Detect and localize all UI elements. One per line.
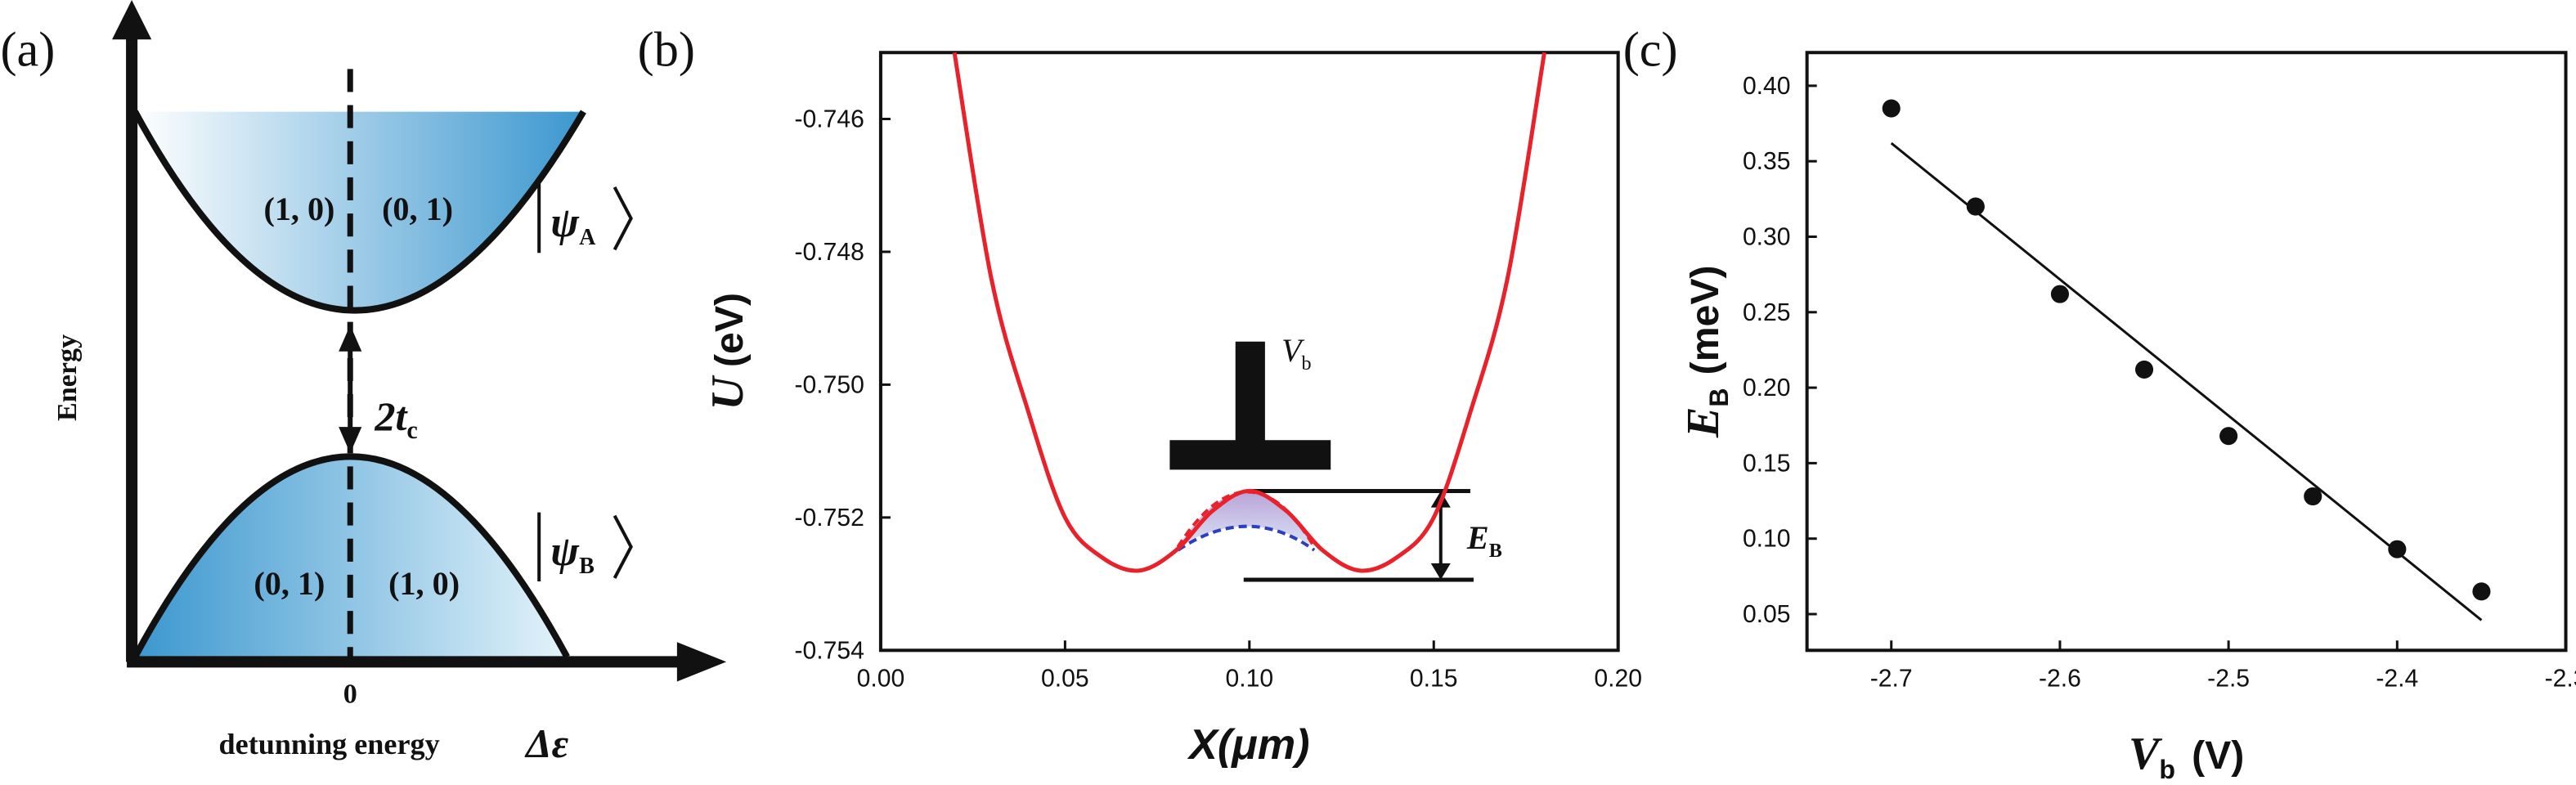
x-tick-label: 0.05 [1041,665,1089,692]
y-label-unit: (eV) [707,293,752,367]
point [2304,487,2322,506]
gate-bar [1169,440,1331,470]
state-label: (1, 0) [388,565,460,602]
state-label: (0, 1) [254,565,325,602]
y-label-sub: B [1704,388,1734,406]
ket-brackets [537,512,633,581]
x-tick-label: 0.00 [857,665,905,692]
point [2388,540,2407,558]
panel-label: (c) [1623,22,1678,77]
ket-brackets [537,183,633,253]
fit-line [1890,141,2483,621]
y-arrow [112,0,152,40]
point [2134,360,2154,379]
gap-label-main: 2t [374,393,408,439]
panel: (b) 0.00 0.05 0.10 0.15 0.20 -0.746 -0.748 -0.75… [638,22,1642,769]
panel: (c) -2.7 -2.6 -2.5 -2.4 -2.3 0.40 0.35 0.30 0.25 0… [1623,22,2576,784]
x-tick-label: -2.5 [2207,665,2250,692]
plot-frame [1805,51,2568,653]
x-arrow [676,642,727,682]
panel-label: (a) [0,22,55,77]
x-tick-label: -2.4 [2376,665,2418,692]
y-label: U (eV) [702,293,753,410]
barrier-label: EB [1466,519,1502,562]
y-label: Energy [52,334,83,421]
y-tick-label: 0.20 [1743,375,1791,401]
ket: ψA [550,199,596,250]
gap-label-sub: c [406,416,417,444]
y-tick-label: 0.30 [1743,224,1791,251]
origin-label: 0 [343,680,357,710]
x-tick-label: 0.10 [1225,665,1273,692]
x-label: detunning energy [219,728,440,760]
y-tick-label: 0.15 [1743,450,1791,477]
gate-label-sub: b [1301,353,1311,375]
x-tick-label: -2.6 [2039,665,2081,692]
x-label-symbol: Δε [524,720,568,766]
x-label-sub: b [2159,755,2175,784]
point [2219,427,2238,446]
y-label-symbol: U [702,375,753,410]
gate-stem [1235,341,1265,444]
panel-b-inset: Vb EB [1169,332,1502,582]
ket-sub: B [579,554,595,579]
gap-label: 2tc [374,393,417,444]
x-tick-label: 0.15 [1410,665,1458,692]
y-tick-label: -0.748 [794,239,864,266]
y-tick-label: -0.752 [794,505,864,532]
point [2050,285,2069,303]
point [2472,582,2491,601]
y-label-unit: (meV) [1683,265,1727,375]
point [1882,99,1901,118]
y-tick-label: 0.05 [1743,601,1791,628]
x-tick-label: -2.3 [2545,665,2576,692]
ket-symbol: ψ [550,527,580,575]
upper-curve [132,110,586,314]
state-label: (0, 1) [382,191,453,227]
y-label: EB (meV) [1678,265,1734,438]
ket: ψB [550,527,595,579]
y-label-symbol: E [1678,407,1729,439]
x-label: X(μm) [1187,721,1309,769]
y-tick-label: 0.40 [1743,73,1791,100]
x-label: Vb (V) [2129,729,2244,784]
x-label-symbol: V [2129,729,2163,779]
ket-sub: A [579,225,596,250]
x-tick-label: 0.20 [1594,665,1642,692]
y-tick-label: -0.750 [794,371,864,398]
x-label-unit: (V) [2192,733,2244,778]
barrier-label-sub: B [1489,541,1502,562]
point [1966,197,1985,216]
x-tick-label: -2.7 [1870,665,1913,692]
line [952,52,1546,573]
y-tick-label: 0.25 [1743,299,1791,326]
gap-arrow-heads [339,325,362,454]
barrier-lower [1177,524,1316,552]
barrier-label-main: E [1466,519,1489,556]
ket-symbol: ψ [550,199,580,246]
gate-label: Vb [1281,332,1312,375]
y-tick-label: -0.746 [794,106,864,133]
gate-label-main: V [1281,332,1305,369]
panel-a: (a) Energy detunning energy Δε 0 2tc (1,… [0,0,727,766]
y-tick-label: 0.10 [1743,526,1791,553]
state-label: (1, 0) [263,191,334,227]
y-tick-label: -0.754 [794,637,864,664]
lower-curve [132,453,570,659]
panel-label: (b) [638,22,695,77]
y-tick-label: 0.35 [1743,148,1791,175]
